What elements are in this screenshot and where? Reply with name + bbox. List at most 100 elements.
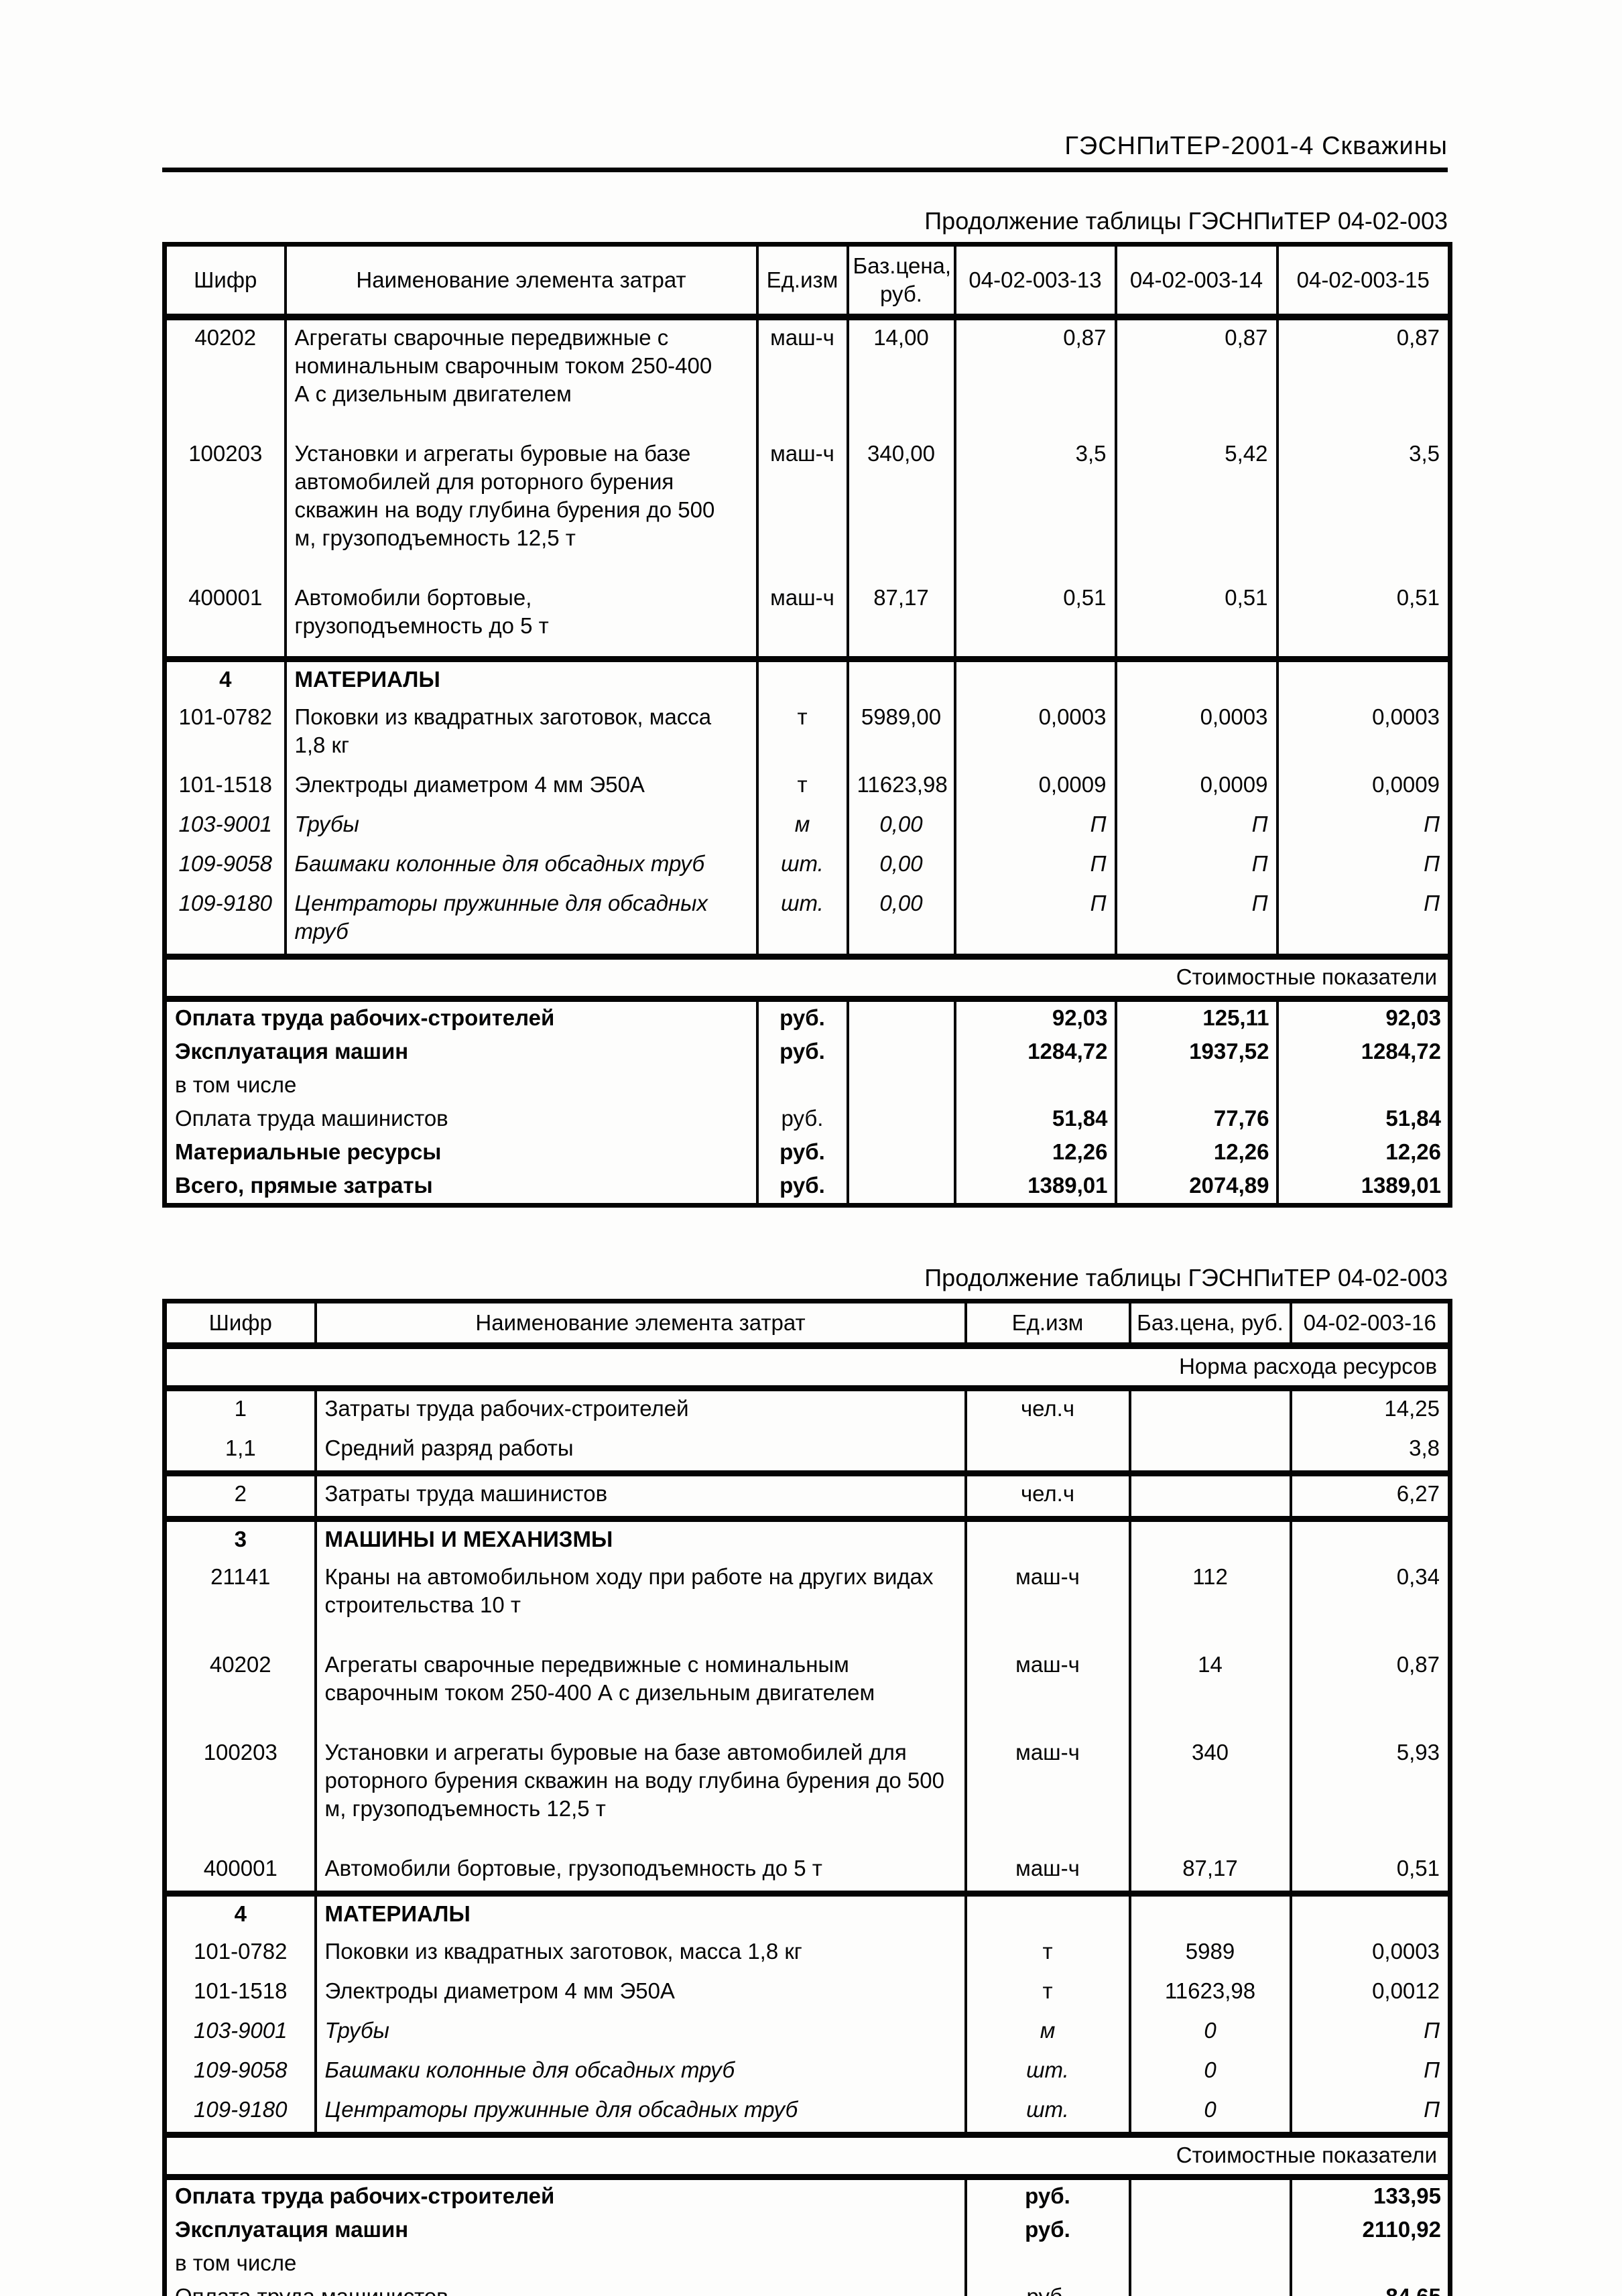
price-cell: 5989,00 [846, 700, 955, 767]
unit-cell: шт. [964, 2092, 1130, 2135]
table-row: 100203 Установки и агрегаты буровые на б… [165, 1735, 1450, 1851]
document-header: ГЭСНПиТЕР-2001-4 Скважины [1064, 132, 1448, 160]
price-cell: 112 [1128, 1559, 1291, 1647]
price-cell: 0 [1128, 2013, 1291, 2053]
section-row-materials: 4 МАТЕРИАЛЫ [164, 1891, 1450, 1934]
table-row: 101-0782 Поковки из квадратных заготовок… [165, 700, 1450, 767]
price-cell [1128, 1516, 1291, 1559]
price-cell [846, 656, 955, 700]
price-cell: 340,00 [846, 436, 955, 580]
unit-cell: руб. [755, 1102, 848, 1136]
table-row: 103-9001 Трубы м 0 П [165, 2013, 1450, 2053]
header-rule [162, 168, 1448, 172]
value-cell [1114, 656, 1277, 700]
code-cell: 101-0782 [194, 1939, 288, 1964]
price-cell [1128, 2247, 1291, 2281]
unit-cell: маш-ч [755, 436, 848, 580]
table-row: 109-9180 Центраторы пружинные для обсадн… [165, 2092, 1450, 2135]
value-cell: 0,51 [1114, 580, 1277, 659]
unit-cell: руб. [755, 1136, 848, 1169]
value-cell: 0,87 [1114, 317, 1277, 436]
col-header-base-price: Баз.цена, руб. [846, 244, 955, 320]
value-cell [953, 1069, 1116, 1102]
price-cell: 0,00 [846, 886, 955, 957]
name-cell: Установки и агрегаты буровые на базе авт… [314, 1735, 966, 1851]
cost-indicators-band: Стоимостные показатели [164, 2132, 1450, 2180]
unit-cell: маш-ч [964, 1735, 1130, 1851]
code-cell: 101-0782 [178, 704, 272, 729]
table1-caption: Продолжение таблицы ГЭСНПиТЕР 04-02-003 [924, 207, 1448, 235]
value-cell: 2074,89 [1114, 1169, 1277, 1206]
value-cell: 3,8 [1289, 1431, 1450, 1474]
price-cell [846, 1169, 955, 1206]
value-cell: 1284,72 [953, 1035, 1116, 1069]
value-cell: 1389,01 [953, 1169, 1116, 1206]
table-row: 400001 Автомобили бортовые, грузоподъемн… [165, 1851, 1450, 1894]
table-row: 400001 Автомобили бортовые, грузоподъемн… [165, 580, 1450, 659]
table-row: 101-0782 Поковки из квадратных заготовок… [165, 1934, 1450, 1974]
cost-row: Оплата труда рабочих-строителей руб. 92,… [165, 999, 1450, 1035]
value-cell: 51,84 [1275, 1102, 1450, 1136]
col-header-name: Наименование элемента затрат [284, 244, 757, 320]
unit-cell: маш-ч [964, 1851, 1130, 1894]
value-cell: 51,84 [953, 1102, 1116, 1136]
col-header-unit: Ед.изм [755, 244, 848, 320]
name-cell: Электроды диаметром 4 мм Э50А [314, 1974, 966, 2013]
value-cell: 12,26 [1275, 1136, 1450, 1169]
unit-cell: маш-ч [964, 1559, 1130, 1647]
price-cell [846, 1136, 955, 1169]
unit-cell: руб. [964, 2281, 1130, 2296]
section-row-materials: 4 МАТЕРИАЛЫ [164, 656, 1450, 700]
code-cell: 400001 [203, 1856, 277, 1880]
col-header-norm-13: 04-02-003-13 [953, 244, 1116, 320]
value-cell [1275, 1069, 1450, 1102]
cost-row: в том числе [165, 2247, 1450, 2281]
price-cell: 14,00 [846, 317, 955, 436]
name-cell: Центраторы пружинные для обсадных труб [314, 2092, 966, 2135]
cost-row: Оплата труда машинистов руб. 51,84 77,76… [165, 1102, 1450, 1136]
value-cell: П [1114, 807, 1277, 846]
unit-cell: шт. [755, 886, 848, 957]
value-cell: 125,11 [1114, 999, 1277, 1035]
code-cell: 40202 [194, 325, 257, 350]
table-row: 100203 Установки и агрегаты буровые на б… [165, 436, 1450, 580]
value-cell [1289, 2247, 1450, 2281]
code-cell: 109-9058 [194, 2057, 288, 2082]
table-row: 1,1 Средний разряд работы 3,8 [165, 1431, 1450, 1474]
name-cell: Башмаки колонные для обсадных труб [314, 2053, 966, 2092]
name-cell: МАТЕРИАЛЫ [314, 1891, 966, 1934]
price-cell: 0 [1128, 2053, 1291, 2092]
value-cell: П [953, 807, 1116, 846]
band-label: Стоимостные показатели [164, 954, 1450, 1002]
value-cell: 0,0012 [1289, 1974, 1450, 2013]
unit-cell: чел.ч [964, 1388, 1130, 1431]
code-cell: 109-9180 [178, 891, 272, 915]
code-cell: 109-9180 [194, 2097, 288, 2122]
table-header-row: Шифр Наименование элемента затрат Ед.изм… [164, 244, 1450, 320]
cost-label: в том числе [175, 1072, 297, 1097]
value-cell: П [1275, 846, 1450, 886]
value-cell: 0,0009 [1114, 767, 1277, 807]
col-header-base-price: Баз.цена, руб. [1128, 1301, 1291, 1349]
unit-cell: маш-ч [755, 580, 848, 659]
table-row: 21141 Краны на автомобильном ходу при ра… [165, 1559, 1450, 1647]
table-row: 103-9001 Трубы м 0,00 П П П [165, 807, 1450, 846]
value-cell: 0,87 [953, 317, 1116, 436]
cost-row: в том числе [165, 1069, 1450, 1102]
cost-row: Материальные ресурсы руб. 12,26 12,26 12… [165, 1136, 1450, 1169]
value-cell: 77,76 [1114, 1102, 1277, 1136]
value-cell: 14,25 [1289, 1388, 1450, 1431]
name-cell: Затраты труда машинистов [314, 1470, 966, 1519]
value-cell: 0,51 [953, 580, 1116, 659]
code-cell: 109-9058 [178, 851, 272, 876]
price-cell: 0,00 [846, 846, 955, 886]
value-cell: 12,26 [1114, 1136, 1277, 1169]
table-row: 1 Затраты труда рабочих-строителей чел.ч… [165, 1388, 1450, 1431]
table-row: 101-1518 Электроды диаметром 4 мм Э50А т… [165, 1974, 1450, 2013]
unit-cell [964, 1891, 1130, 1934]
band-label: Стоимостные показатели [164, 2132, 1450, 2180]
value-cell: П [1289, 2092, 1450, 2135]
unit-cell: т [964, 1934, 1130, 1974]
col-header-norm-16: 04-02-003-16 [1289, 1301, 1450, 1349]
